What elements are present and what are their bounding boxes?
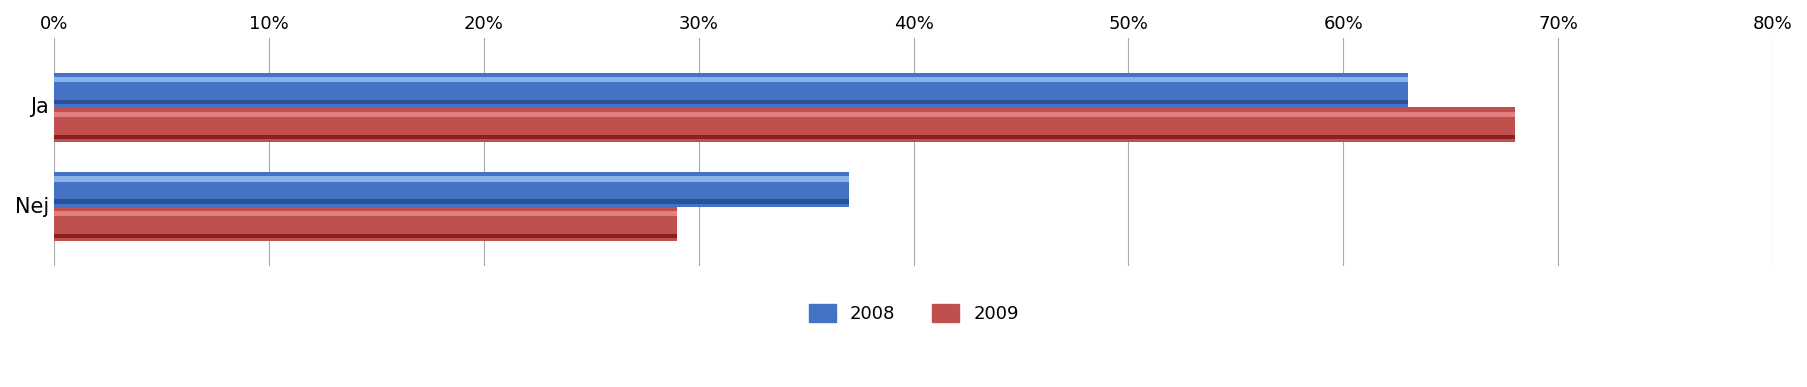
Bar bbox=[54, 135, 1514, 139]
Bar bbox=[54, 77, 1408, 82]
Bar bbox=[54, 112, 1514, 117]
Legend: 2008, 2009: 2008, 2009 bbox=[801, 296, 1025, 330]
Bar bbox=[54, 107, 1514, 142]
Bar bbox=[54, 100, 1408, 104]
Bar bbox=[54, 234, 678, 238]
Bar bbox=[54, 207, 678, 241]
Bar bbox=[54, 211, 678, 216]
Bar bbox=[54, 73, 1408, 107]
Bar bbox=[54, 176, 849, 182]
Bar bbox=[54, 199, 849, 204]
Bar bbox=[54, 172, 849, 207]
